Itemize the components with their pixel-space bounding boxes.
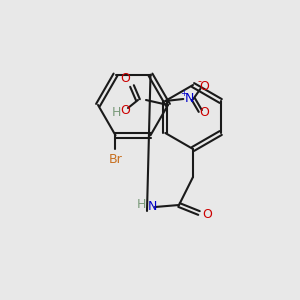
Text: Br: Br bbox=[109, 153, 122, 166]
Text: +: + bbox=[180, 88, 187, 98]
Text: O: O bbox=[199, 106, 209, 118]
Text: O: O bbox=[202, 208, 212, 220]
Text: H: H bbox=[111, 106, 121, 118]
Text: O: O bbox=[120, 103, 130, 116]
Text: H: H bbox=[136, 197, 146, 211]
Text: O: O bbox=[120, 71, 130, 85]
Text: N: N bbox=[184, 92, 194, 106]
Text: O: O bbox=[199, 80, 209, 94]
Text: -: - bbox=[197, 76, 201, 86]
Text: N: N bbox=[147, 200, 157, 212]
